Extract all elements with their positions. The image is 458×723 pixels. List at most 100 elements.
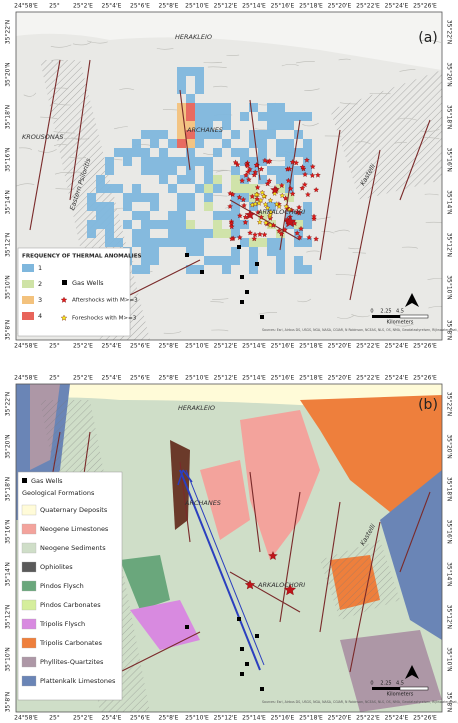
thermal-cell: [186, 202, 195, 211]
thermal-cell: [231, 229, 240, 238]
thermal-cell: [303, 265, 312, 274]
thermal-cell: [231, 256, 240, 265]
thermal-cell: [303, 220, 312, 229]
aftershock: [236, 194, 243, 200]
thermal-cell: [123, 202, 132, 211]
aftershock: [305, 191, 311, 198]
thermal-cell: [285, 175, 294, 184]
relief: [281, 63, 299, 67]
frame-b: [15, 383, 443, 713]
relief: [424, 193, 439, 196]
relief: [338, 58, 351, 61]
relief: [72, 41, 92, 46]
thermal-cell: [303, 148, 312, 157]
foreshock: [286, 206, 293, 213]
fault: [229, 571, 301, 613]
thermal-cell: [195, 85, 204, 94]
thermal-cell: [177, 220, 186, 229]
thermal-cell: [276, 247, 285, 256]
aftershock: [244, 209, 256, 220]
lat-label: 35°20'N: [5, 434, 12, 458]
gas-well: [255, 262, 259, 266]
thermal-cell: [168, 211, 177, 220]
aftershock: [254, 184, 261, 190]
lon-label: 25°12'E: [214, 343, 238, 350]
relief: [87, 40, 108, 44]
aftershock: [227, 203, 233, 209]
thermal-cell: [186, 157, 195, 166]
thermal-cell: [222, 256, 231, 265]
thermal-cell: [132, 211, 141, 220]
relief: [51, 59, 64, 62]
thermal-cell: [231, 247, 240, 256]
lon-label: 25°8'E: [159, 375, 179, 382]
legend-label: Plattenkalk Limestones: [40, 677, 116, 685]
thermal-cell: [177, 67, 186, 76]
aftershock: [251, 172, 258, 178]
lon-label: 25°24'E: [385, 343, 409, 350]
place-label: ARCHANES: [184, 499, 221, 507]
thermal-cell: [249, 166, 258, 175]
relief: [37, 149, 57, 153]
thermal-cell: [150, 166, 159, 175]
lon-label: 25°14'E: [242, 3, 266, 10]
lon-label: 25°20'E: [328, 343, 352, 350]
thermal-cell: [267, 112, 276, 121]
lon-label: 25°16'E: [271, 343, 295, 350]
lon-label: 24°58'E: [14, 343, 38, 350]
relief: [302, 122, 319, 127]
thermal-cell: [222, 211, 231, 220]
lon-label: 25°24'E: [385, 715, 409, 722]
aftershock: [247, 229, 253, 236]
thermal-cell: [177, 202, 186, 211]
lat-label: 35°12'N: [446, 605, 453, 629]
thermal-cell: [204, 121, 213, 130]
thermal-cell: [177, 157, 186, 166]
thermal-cell: [258, 148, 267, 157]
thermal-cell: [186, 103, 195, 112]
lon-label: 25°14'E: [242, 343, 266, 350]
lon-label: 25°2'E: [73, 715, 93, 722]
aftershock: [232, 159, 239, 165]
relief: [369, 92, 391, 95]
thermal-cell: [105, 166, 114, 175]
thermal-cell: [276, 184, 285, 193]
legend-swatch: [22, 296, 34, 304]
gas-well: [255, 634, 259, 638]
aftershock: [257, 231, 263, 237]
lon-label: 24°58'E: [14, 375, 38, 382]
legend-label: Gas Wells: [72, 279, 104, 287]
relief: [52, 87, 69, 90]
thermal-cell: [276, 256, 285, 265]
thermal-cell: [267, 166, 276, 175]
thermal-cell: [240, 220, 249, 229]
fault: [319, 129, 341, 261]
thermal-cell: [213, 184, 222, 193]
thermal-cell: [258, 112, 267, 121]
aftershock: [239, 177, 245, 184]
thermal-cell: [186, 121, 195, 130]
lon-label: 25°: [49, 375, 60, 382]
lat-label: 35°8'N: [5, 320, 12, 341]
thermal-cell: [177, 238, 186, 247]
lon-label: 25°12'E: [214, 715, 238, 722]
aftershock: [285, 177, 292, 184]
relief: [321, 231, 335, 234]
aftershock: [251, 235, 258, 242]
thermal-cell: [186, 193, 195, 202]
thermal-cell: [132, 184, 141, 193]
thermal-cell: [294, 256, 303, 265]
thermal-cell: [150, 238, 159, 247]
thermal-cell: [285, 166, 294, 175]
thermal-cell: [159, 157, 168, 166]
lon-label: 25°22'E: [356, 343, 380, 350]
lon-label: 25°20'E: [328, 715, 352, 722]
thermal-cell: [285, 139, 294, 148]
relief: [210, 301, 224, 304]
thermal-cell: [168, 157, 177, 166]
lon-label: 25°4'E: [102, 715, 122, 722]
thermal-cell: [195, 130, 204, 139]
thermal-cell: [303, 166, 312, 175]
thermal-cell: [213, 220, 222, 229]
lat-label: 35°22'N: [5, 392, 12, 416]
